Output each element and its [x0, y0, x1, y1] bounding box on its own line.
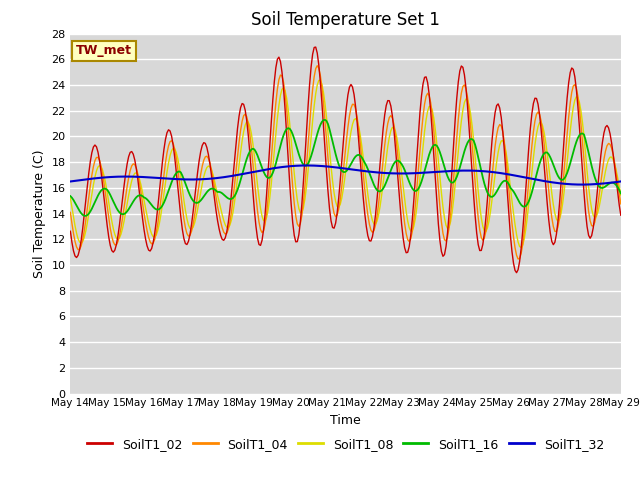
SoilT1_32: [308, 163, 316, 168]
SoilT1_02: [589, 225, 597, 231]
SoilT1_16: [250, 146, 258, 152]
SoilT1_02: [67, 228, 74, 234]
X-axis label: Time: Time: [330, 414, 361, 427]
SoilT1_16: [232, 191, 240, 196]
SoilT1_32: [134, 174, 141, 180]
SoilT1_04: [134, 171, 141, 177]
SoilT1_04: [589, 223, 597, 229]
SoilT1_32: [303, 163, 310, 168]
SoilT1_04: [514, 256, 522, 262]
SoilT1_02: [230, 157, 238, 163]
SoilT1_04: [249, 160, 257, 166]
SoilT1_08: [617, 192, 625, 198]
Title: Soil Temperature Set 1: Soil Temperature Set 1: [251, 11, 440, 29]
SoilT1_16: [321, 117, 329, 123]
Line: SoilT1_08: SoilT1_08: [70, 80, 621, 248]
Legend: SoilT1_02, SoilT1_04, SoilT1_08, SoilT1_16, SoilT1_32: SoilT1_02, SoilT1_04, SoilT1_08, SoilT1_…: [82, 433, 609, 456]
SoilT1_04: [617, 201, 625, 207]
Line: SoilT1_02: SoilT1_02: [70, 47, 621, 273]
SoilT1_32: [258, 168, 266, 173]
SoilT1_32: [249, 169, 257, 175]
SoilT1_08: [589, 212, 597, 218]
Line: SoilT1_32: SoilT1_32: [70, 166, 621, 185]
SoilT1_08: [517, 245, 525, 251]
SoilT1_32: [230, 173, 238, 179]
SoilT1_32: [617, 179, 625, 184]
SoilT1_08: [316, 77, 324, 83]
SoilT1_16: [67, 193, 74, 199]
SoilT1_16: [136, 192, 143, 198]
SoilT1_02: [258, 238, 266, 243]
SoilT1_02: [513, 270, 520, 276]
SoilT1_08: [134, 172, 141, 178]
Line: SoilT1_16: SoilT1_16: [70, 120, 621, 216]
SoilT1_16: [260, 169, 268, 175]
SoilT1_04: [314, 63, 321, 69]
SoilT1_16: [589, 169, 597, 175]
SoilT1_04: [230, 183, 238, 189]
SoilT1_32: [579, 182, 586, 188]
SoilT1_08: [67, 195, 74, 201]
SoilT1_08: [307, 134, 315, 140]
SoilT1_02: [617, 212, 625, 218]
SoilT1_16: [82, 213, 90, 219]
SoilT1_02: [312, 44, 319, 50]
SoilT1_16: [308, 148, 316, 154]
Y-axis label: Soil Temperature (C): Soil Temperature (C): [33, 149, 45, 278]
SoilT1_32: [67, 179, 74, 184]
SoilT1_04: [67, 209, 74, 215]
Text: TW_met: TW_met: [76, 44, 132, 58]
SoilT1_04: [258, 230, 266, 236]
Line: SoilT1_04: SoilT1_04: [70, 66, 621, 259]
SoilT1_08: [249, 141, 257, 146]
SoilT1_04: [307, 103, 315, 108]
SoilT1_16: [617, 191, 625, 196]
SoilT1_02: [134, 177, 141, 182]
SoilT1_32: [589, 181, 597, 187]
SoilT1_08: [230, 200, 238, 205]
SoilT1_02: [307, 64, 315, 70]
SoilT1_02: [249, 189, 257, 194]
SoilT1_08: [258, 214, 266, 219]
